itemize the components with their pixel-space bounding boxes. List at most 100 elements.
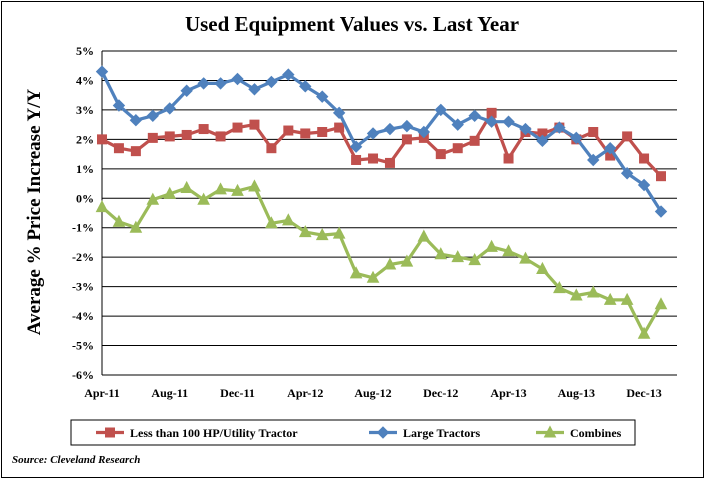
data-point <box>656 171 666 182</box>
y-tick-label: -4% <box>72 309 94 323</box>
source-note: Source: Cleveland Research <box>12 454 140 466</box>
data-point <box>332 226 346 239</box>
data-point <box>637 178 651 192</box>
data-point <box>265 75 278 89</box>
data-point <box>299 80 312 93</box>
y-tick-label: 3% <box>76 103 94 117</box>
data-point <box>435 149 446 160</box>
data-point <box>620 167 634 180</box>
data-point <box>215 131 226 142</box>
data-point <box>164 131 175 142</box>
data-point <box>283 125 294 136</box>
series-line <box>100 184 663 336</box>
x-tick-label: Dec-13 <box>626 386 661 400</box>
y-tick-label: -5% <box>72 339 94 353</box>
series-line <box>100 70 663 213</box>
data-point <box>197 77 210 90</box>
series-layer <box>95 65 668 339</box>
data-point <box>502 244 515 257</box>
series-2 <box>95 65 668 218</box>
data-point <box>265 216 278 229</box>
legend-item-2: Large Tractors <box>369 426 481 440</box>
data-point <box>502 115 515 128</box>
gridlines <box>102 50 677 376</box>
data-point <box>553 121 566 134</box>
data-point <box>401 134 412 145</box>
data-point <box>519 122 532 136</box>
legend-label: Large Tractors <box>403 426 481 440</box>
data-point <box>146 109 160 123</box>
data-point <box>468 109 481 123</box>
data-point <box>129 114 143 127</box>
data-point <box>316 90 329 103</box>
y-tick-label: 2% <box>76 132 94 146</box>
data-point <box>129 220 143 233</box>
data-point <box>536 261 549 274</box>
data-point <box>315 228 329 241</box>
legend-item-3: Combines <box>536 425 622 440</box>
data-point <box>417 229 431 242</box>
data-point <box>180 180 194 193</box>
data-point <box>451 250 465 263</box>
data-point <box>400 119 414 133</box>
data-point <box>588 127 599 137</box>
data-point <box>248 83 261 96</box>
data-point <box>452 143 463 154</box>
data-point <box>95 200 109 213</box>
data-point <box>180 84 193 97</box>
series-3 <box>95 179 668 339</box>
data-point <box>536 134 549 148</box>
data-point <box>603 141 617 155</box>
data-point <box>400 254 414 267</box>
legend-label: Less than 100 HP/Utility Tractor <box>130 426 298 440</box>
data-point <box>231 72 244 86</box>
data-point <box>587 153 600 167</box>
data-point <box>366 270 380 283</box>
data-point <box>214 182 227 195</box>
data-point <box>349 140 363 153</box>
y-tick-label: -6% <box>72 368 94 382</box>
x-tick-label: Apr-11 <box>84 386 120 400</box>
data-point <box>317 127 328 137</box>
data-point <box>232 122 243 133</box>
y-tick-label: 1% <box>76 162 94 176</box>
y-tick-label: 0% <box>76 191 94 205</box>
data-point <box>214 77 227 90</box>
data-point <box>637 326 651 339</box>
data-point <box>146 192 160 205</box>
data-point <box>181 129 192 140</box>
y-tick-label: -2% <box>72 250 94 264</box>
legend-swatch-marker <box>376 426 390 439</box>
series-line <box>101 111 663 178</box>
data-point <box>639 153 650 164</box>
legend: Less than 100 HP/Utility Tractor Large Tr… <box>70 419 636 446</box>
legend-swatch-marker <box>543 425 557 438</box>
data-point <box>163 186 177 199</box>
data-point <box>620 292 634 305</box>
data-point <box>654 297 668 310</box>
data-point <box>332 106 346 120</box>
data-point <box>368 153 379 164</box>
data-point <box>586 285 600 298</box>
data-point <box>603 292 617 305</box>
data-point <box>97 134 107 145</box>
x-tick-label: Apr-12 <box>287 386 323 400</box>
data-point <box>198 124 209 135</box>
data-point <box>469 135 480 146</box>
chart-title: Used Equipment Values vs. Last Year <box>185 12 519 36</box>
data-point <box>349 266 363 279</box>
data-point <box>334 122 345 133</box>
data-point <box>654 205 668 218</box>
data-point <box>351 154 362 165</box>
data-point <box>434 103 447 117</box>
data-point <box>248 179 261 192</box>
y-tick-label: -3% <box>72 280 94 294</box>
data-point <box>570 131 583 145</box>
legend-swatch-marker <box>105 427 115 438</box>
x-tick-label: Dec-11 <box>220 386 255 400</box>
data-point <box>282 213 295 226</box>
data-point <box>434 247 448 260</box>
legend-label: Combines <box>570 426 622 440</box>
data-point <box>147 132 158 143</box>
